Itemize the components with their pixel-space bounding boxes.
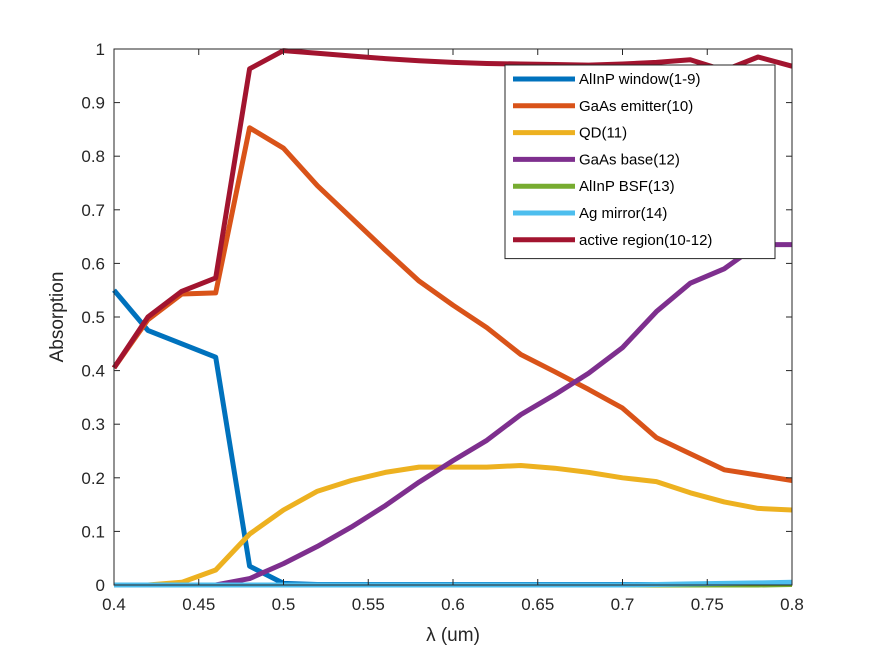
y-tick-label: 0.1 — [81, 522, 105, 541]
x-tick-label: 0.65 — [521, 595, 554, 614]
legend-label: GaAs base(12) — [579, 151, 680, 168]
legend: AlInP window(1-9) GaAs emitter(10) QD(11) G… — [504, 64, 776, 260]
y-tick-label: 0.3 — [81, 415, 105, 434]
legend-label: Ag mirror(14) — [579, 205, 667, 222]
series-line-2 — [111, 125, 793, 483]
legend-label: AlInP window(1-9) — [579, 71, 700, 88]
y-tick-label: 0.8 — [81, 147, 105, 166]
x-axis-label: λ (um) — [426, 625, 480, 646]
x-tick-label: 0.8 — [780, 595, 804, 614]
series-line-7 — [111, 48, 793, 370]
y-tick-label: 0.7 — [81, 201, 105, 220]
x-tick-label: 0.55 — [352, 595, 385, 614]
legend-label: AlInP BSF(13) — [579, 178, 675, 195]
y-tick-label: 1 — [96, 40, 105, 59]
x-tick-label: 0.5 — [272, 595, 296, 614]
legend-label: QD(11) — [579, 125, 627, 142]
y-axis-label: Absorption — [47, 272, 68, 363]
y-tick-label: 0.9 — [81, 94, 105, 113]
legend-label: active region(10-12) — [579, 232, 712, 249]
y-tick-label: 0 — [96, 576, 105, 595]
series-line-3 — [114, 463, 793, 588]
x-tick-label: 0.7 — [611, 595, 635, 614]
y-tick-label: 0.6 — [81, 254, 105, 273]
x-tick-label: 0.45 — [182, 595, 215, 614]
x-tick-label: 0.4 — [102, 595, 126, 614]
x-tick-label: 0.75 — [691, 595, 724, 614]
y-tick-label: 0.2 — [81, 469, 105, 488]
tick-layer: 0.4 0.45 0.5 0.55 0.6 0.65 0.7 0.75 0.8 0 0.1 0.2 0.… — [81, 40, 803, 614]
y-tick-label: 0.4 — [81, 362, 105, 381]
y-tick-label: 0.5 — [81, 308, 105, 327]
x-tick-label: 0.6 — [441, 595, 465, 614]
legend-label: GaAs emitter(10) — [579, 98, 693, 115]
